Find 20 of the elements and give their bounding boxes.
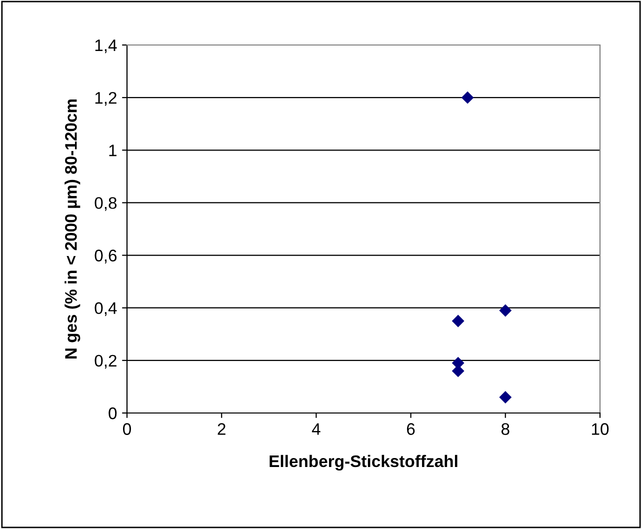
y-tick-label: 0,2 xyxy=(94,354,116,369)
y-axis-title: N ges (% in < 2000 µm) 80-120cm xyxy=(64,99,80,358)
y-tick-label: 1,2 xyxy=(95,92,116,106)
x-tick-label: 2 xyxy=(218,423,226,435)
y-tick-label: 0,8 xyxy=(94,197,117,211)
point xyxy=(452,314,464,328)
y-tick-label: 0,4 xyxy=(94,302,117,316)
x-tick-label: 10 xyxy=(592,423,609,435)
point xyxy=(499,304,512,317)
x-axis-title: Ellenberg-Stickstoffzahl xyxy=(270,454,458,471)
x-tick-label: 0 xyxy=(123,423,131,435)
x-tick-label: 6 xyxy=(407,423,415,435)
x-tick-label: 8 xyxy=(501,423,510,435)
y-tick-label: 0 xyxy=(108,407,117,420)
y-tick-label: 0,6 xyxy=(94,250,117,264)
point xyxy=(499,391,512,404)
x-tick-label: 4 xyxy=(312,423,320,435)
y-tick-label: 1,4 xyxy=(95,40,117,54)
point xyxy=(461,91,474,104)
y-tick-label: 1 xyxy=(109,144,116,156)
